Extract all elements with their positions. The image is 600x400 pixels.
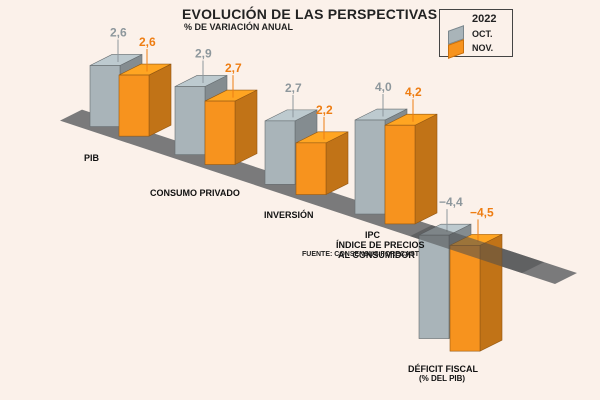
bar-front-oct-4: [418, 234, 450, 339]
bar-nov-0: [118, 63, 172, 137]
bar-side-nov-3: [414, 113, 438, 225]
bar-nov-1: [204, 89, 258, 166]
bar-front-nov-1: [204, 100, 236, 165]
value-label-oct-2: 2,7: [285, 81, 302, 95]
legend-year: 2022: [472, 13, 497, 25]
value-label-nov-0: 2,6: [139, 35, 156, 49]
bar-front-nov-3: [384, 124, 416, 225]
bar-front-oct-0: [89, 65, 121, 127]
category-label-pib: PIB: [84, 153, 100, 163]
category-label-ipc-line3: AL CONSUMIDOR: [338, 250, 415, 260]
value-label-oct-4: −4,4: [439, 195, 463, 209]
bar-front-oct-2: [264, 120, 296, 185]
value-label-oct-1: 2,9: [195, 46, 212, 60]
source-note: FUENTE: CONSENSUS FORECAST: [302, 251, 420, 258]
category-label-consumo: CONSUMO PRIVADO: [150, 188, 240, 198]
bar-nov-2: [295, 131, 349, 196]
bar-front-nov-4: [449, 245, 481, 352]
value-label-nov-1: 2,7: [225, 61, 242, 75]
category-label-ipc: IPC: [365, 230, 381, 240]
bar-front-oct-3: [354, 119, 386, 215]
bar-front-nov-0: [118, 74, 150, 137]
legend: 2022 OCT. NOV.: [439, 9, 513, 59]
category-label-inversion: INVERSIÓN: [264, 210, 314, 220]
value-label-oct-0: 2,6: [110, 25, 127, 39]
bar-nov-3: [384, 113, 438, 225]
category-label-deficit: DÉFICIT FISCAL: [408, 364, 478, 374]
legend-label-nov: NOV.: [472, 43, 494, 53]
bar-nov-4: [449, 233, 503, 352]
value-label-oct-3: 4,0: [375, 80, 392, 94]
value-label-nov-4: −4,5: [470, 205, 494, 219]
floor-overlay: [410, 225, 544, 274]
bar-front-nov-2: [295, 142, 327, 195]
category-label-ipc-line2: ÍNDICE DE PRECIOS: [336, 240, 425, 250]
bar-side-nov-1: [234, 89, 258, 166]
legend-label-oct: OCT.: [472, 29, 493, 39]
chart-subtitle: % DE VARIACIÓN ANUAL: [184, 22, 294, 32]
value-label-nov-3: 4,2: [405, 85, 422, 99]
bar-front-oct-1: [174, 86, 206, 155]
category-label-deficit-line2: (% DEL PIB): [419, 374, 466, 383]
chart-title: EVOLUCIÓN DE LAS PERSPECTIVAS: [182, 6, 438, 22]
bar-side-nov-0: [148, 63, 172, 137]
value-label-nov-2: 2,2: [316, 103, 333, 117]
